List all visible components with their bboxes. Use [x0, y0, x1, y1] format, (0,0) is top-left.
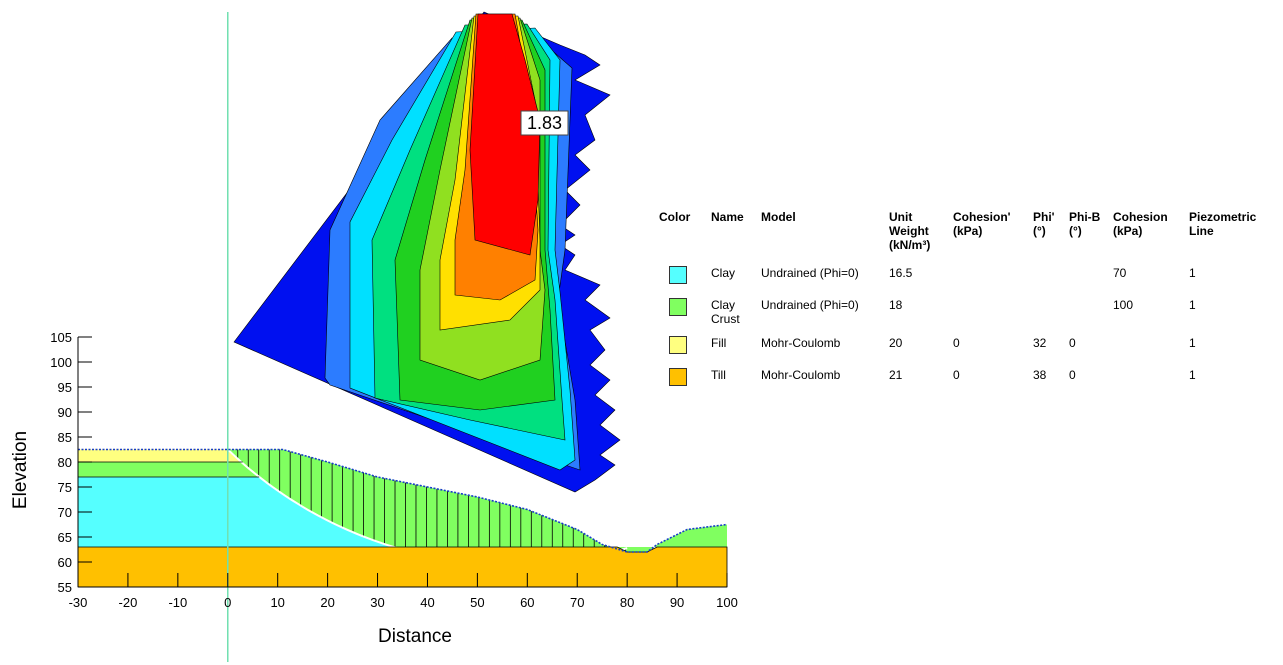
cell: Clay Crust	[707, 294, 757, 332]
screen: Distance Elevation 1.83 55 60 65 70 75 80 85 90 9…	[0, 0, 1283, 665]
color-cell	[655, 262, 707, 294]
cell: 1	[1185, 262, 1265, 294]
empty-cell	[1109, 364, 1185, 396]
cell: 0	[949, 332, 1029, 364]
y-tick-label: 65	[58, 530, 72, 545]
fos-value: 1.83	[527, 113, 562, 133]
color-swatch	[669, 298, 687, 316]
cell: 32	[1029, 332, 1065, 364]
y-tick-label: 105	[50, 330, 72, 345]
x-tick-label: 80	[620, 595, 634, 610]
empty-cell	[1029, 294, 1065, 332]
cell: 18	[885, 294, 949, 332]
empty-cell	[1109, 332, 1185, 364]
y-tick-label: 100	[50, 355, 72, 370]
cell: Undrained (Phi=0)	[757, 294, 885, 332]
cell: 20	[885, 332, 949, 364]
x-tick-label: 10	[270, 595, 284, 610]
color-cell	[655, 332, 707, 364]
y-tick-label: 55	[58, 580, 72, 595]
cell: Till	[707, 364, 757, 396]
empty-cell	[949, 294, 1029, 332]
crust-layer	[78, 462, 259, 477]
x-tick-label: -10	[168, 595, 187, 610]
till-layer	[78, 547, 727, 587]
x-axis-label: Distance	[378, 626, 452, 647]
column-header: Model	[757, 206, 885, 262]
x-tick-label: 100	[716, 595, 738, 610]
column-header: Cohesion' (kPa)	[949, 206, 1029, 262]
color-swatch	[669, 266, 687, 284]
x-tick-label: -20	[119, 595, 138, 610]
empty-cell	[1029, 262, 1065, 294]
column-header: Phi-B (°)	[1065, 206, 1109, 262]
y-tick-label: 80	[58, 455, 72, 470]
fill-layer	[78, 450, 243, 463]
color-swatch	[669, 336, 687, 354]
color-cell	[655, 364, 707, 396]
x-tick-label: 20	[320, 595, 334, 610]
y-axis-label: Elevation	[10, 431, 31, 509]
y-tick-label: 95	[58, 380, 72, 395]
color-cell	[655, 294, 707, 332]
column-header: Cohesion (kPa)	[1109, 206, 1185, 262]
x-tick-label: 30	[370, 595, 384, 610]
x-tick-label: -30	[69, 595, 88, 610]
cell: 0	[949, 364, 1029, 396]
column-header: Color	[655, 206, 707, 262]
x-tick-label: 40	[420, 595, 434, 610]
cell: 70	[1109, 262, 1185, 294]
x-tick-label: 70	[570, 595, 584, 610]
column-header: Phi' (°)	[1029, 206, 1065, 262]
fos-label: 1.83	[521, 111, 568, 135]
x-tick-label: 50	[470, 595, 484, 610]
y-tick-label: 75	[58, 480, 72, 495]
cell: 16.5	[885, 262, 949, 294]
cell: 38	[1029, 364, 1065, 396]
cell: Clay	[707, 262, 757, 294]
empty-cell	[949, 262, 1029, 294]
cell: 1	[1185, 332, 1265, 364]
cell: 21	[885, 364, 949, 396]
cell: Undrained (Phi=0)	[757, 262, 885, 294]
color-swatch	[669, 368, 687, 386]
x-tick-label: 0	[224, 595, 231, 610]
x-tick-label: 90	[670, 595, 684, 610]
x-tick-label: 60	[520, 595, 534, 610]
cell: 1	[1185, 294, 1265, 332]
cell: 1	[1185, 364, 1265, 396]
cell: Mohr-Coulomb	[757, 332, 885, 364]
y-tick-label: 85	[58, 430, 72, 445]
empty-cell	[1065, 294, 1109, 332]
empty-cell	[1065, 262, 1109, 294]
y-tick-label: 60	[58, 555, 72, 570]
cell: 0	[1065, 364, 1109, 396]
column-header: Name	[707, 206, 757, 262]
cell: Fill	[707, 332, 757, 364]
column-header: Piezometric Line	[1185, 206, 1265, 262]
column-header: Unit Weight (kN/m³)	[885, 206, 949, 262]
cell: 100	[1109, 294, 1185, 332]
cell: Mohr-Coulomb	[757, 364, 885, 396]
y-tick-label: 70	[58, 505, 72, 520]
cell: 0	[1065, 332, 1109, 364]
y-tick-label: 90	[58, 405, 72, 420]
